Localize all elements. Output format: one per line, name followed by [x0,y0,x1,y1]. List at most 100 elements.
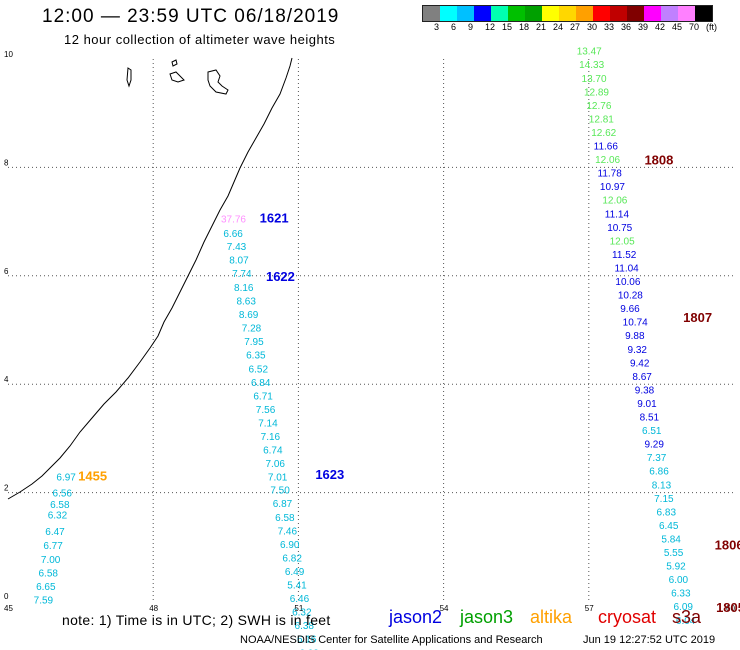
scale-label: 42 [655,22,666,32]
swh-value: 11.78 [598,169,623,180]
scale-swatch [423,6,440,21]
satellite-name: cryosat [598,607,657,627]
swh-value: 10.06 [615,277,640,288]
satellite-name: jason3 [460,607,514,627]
africa-coastline [7,57,293,500]
swh-value: 6.32 [48,511,68,522]
lon-tick-label: 60 [726,604,735,613]
swh-value: 6.49 [285,567,305,578]
scale-label: 3 [434,22,440,32]
swh-value: 11.14 [605,209,630,220]
socotra-island [207,69,229,95]
scale-label: 33 [604,22,615,32]
swh-value: 37.76 [221,215,246,226]
satellite-pass: 1805 [716,600,740,615]
swh-color-scale [422,5,713,22]
scale-label: 12 [485,22,496,32]
swh-value: 5.84 [661,534,681,545]
swh-value: 6.33 [671,589,691,600]
swh-value: 6.74 [263,446,283,457]
swh-value: 6.47 [45,527,65,538]
satellite-pass: 7.74 8.16 8.63 8.69 7.28 7.95 6.35 6.52 6.84 6.71… [232,269,295,470]
swh-value: 7.59 [34,596,54,607]
scale-label: 9 [468,22,474,32]
swh-value: 7.43 [227,242,247,253]
swh-value: 7.28 [242,324,262,335]
swh-value: 8.07 [229,255,249,266]
swh-value: 9.38 [635,385,655,396]
lat-tick-label: 0 [4,592,9,601]
swh-value: 12.62 [591,128,616,139]
swh-value: 5.41 [287,581,307,592]
scale-label: 27 [570,22,581,32]
pass-time-label: 1623 [315,467,344,482]
scale-swatch [440,6,457,21]
scale-swatch [593,6,610,21]
pass-time-label: 1806 [715,538,740,553]
swh-value: 8.16 [234,283,254,294]
lon-tick-label: 48 [149,604,158,613]
pass-time-label: 1621 [260,211,289,226]
units-note: note: 1) Time is in UTC; 2) SWH is in fe… [62,612,331,628]
scale-swatch [576,6,593,21]
map-subtitle: 12 hour collection of altimeter wave hei… [64,32,336,47]
satellite-name: altika [530,607,573,627]
swh-value: 12.06 [595,155,620,166]
swh-value: 6.02 [299,648,319,650]
swh-value: 12.89 [584,87,609,98]
swh-value: 13.47 [577,47,602,58]
scale-label: 70 [689,22,700,32]
swh-value: 7.56 [256,405,276,416]
altimeter-tracks: 6.976.566.586.326.476.777.006.586.657.59… [34,47,740,650]
swh-value: 11.52 [612,250,637,261]
footer: NOAA/NESDIS Center for Satellite Applica… [240,634,715,646]
lat-tick-label: 8 [4,158,9,167]
swh-value: 9.66 [620,304,640,315]
swh-value: 7.15 [654,494,674,505]
scale-label: (ft) [706,22,717,32]
lon-tick-label: 51 [294,604,303,613]
swh-value: 7.00 [41,555,61,566]
swh-value: 6.35 [246,351,266,362]
lat-tick-label: 4 [4,375,9,384]
scale-swatch [542,6,559,21]
swh-value: 7.37 [647,453,667,464]
swh-value: 10.28 [618,291,643,302]
lat-tick-label: 6 [4,267,9,276]
swh-value: 6.45 [659,521,679,532]
swh-value: 10.75 [607,223,632,234]
satellite-pass: 5.55 5.92 6.00 6.33 6.09 6.04 1806 [664,538,740,627]
satellite-pass: 6.976.566.586.326.476.777.006.586.657.59… [34,469,107,607]
swh-value: 7.46 [278,526,298,537]
swh-value: 6.46 [290,594,310,605]
swh-value: 6.77 [43,541,63,552]
lon-tick-label: 45 [4,604,13,613]
scale-label: 30 [587,22,598,32]
scale-swatch [678,6,695,21]
swh-value: 6.51 [642,426,662,437]
swh-value: 7.06 [265,459,285,470]
swh-value: 11.04 [614,263,639,274]
lat-lon-grid: 45 48 51 54 57 60 0 2 4 6 8 10 [4,50,735,613]
swh-value: 6.90 [280,540,300,551]
swh-value: 8.63 [236,297,256,308]
swh-value: 7.74 [232,269,252,280]
lon-tick-label: 54 [440,604,449,613]
swh-value: 7.16 [261,432,281,443]
scale-swatch [474,6,491,21]
pass-time-label: 1805 [716,600,740,615]
swh-value: 6.52 [249,364,269,375]
footer-credit: NOAA/NESDIS Center for Satellite Applica… [240,634,543,646]
swh-value: 6.83 [657,507,677,518]
swh-value: 6.66 [223,229,243,240]
swh-value: 6.58 [50,500,70,511]
swh-value: 9.29 [644,440,664,451]
swh-value: 8.67 [632,372,652,383]
scale-swatch [508,6,525,21]
coastline [7,57,293,500]
swh-value: 6.87 [273,499,293,510]
swh-value: 12.06 [602,196,627,207]
swh-value: 9.01 [637,399,657,410]
swh-value: 12.05 [610,236,635,247]
swh-value: 5.92 [666,562,686,573]
